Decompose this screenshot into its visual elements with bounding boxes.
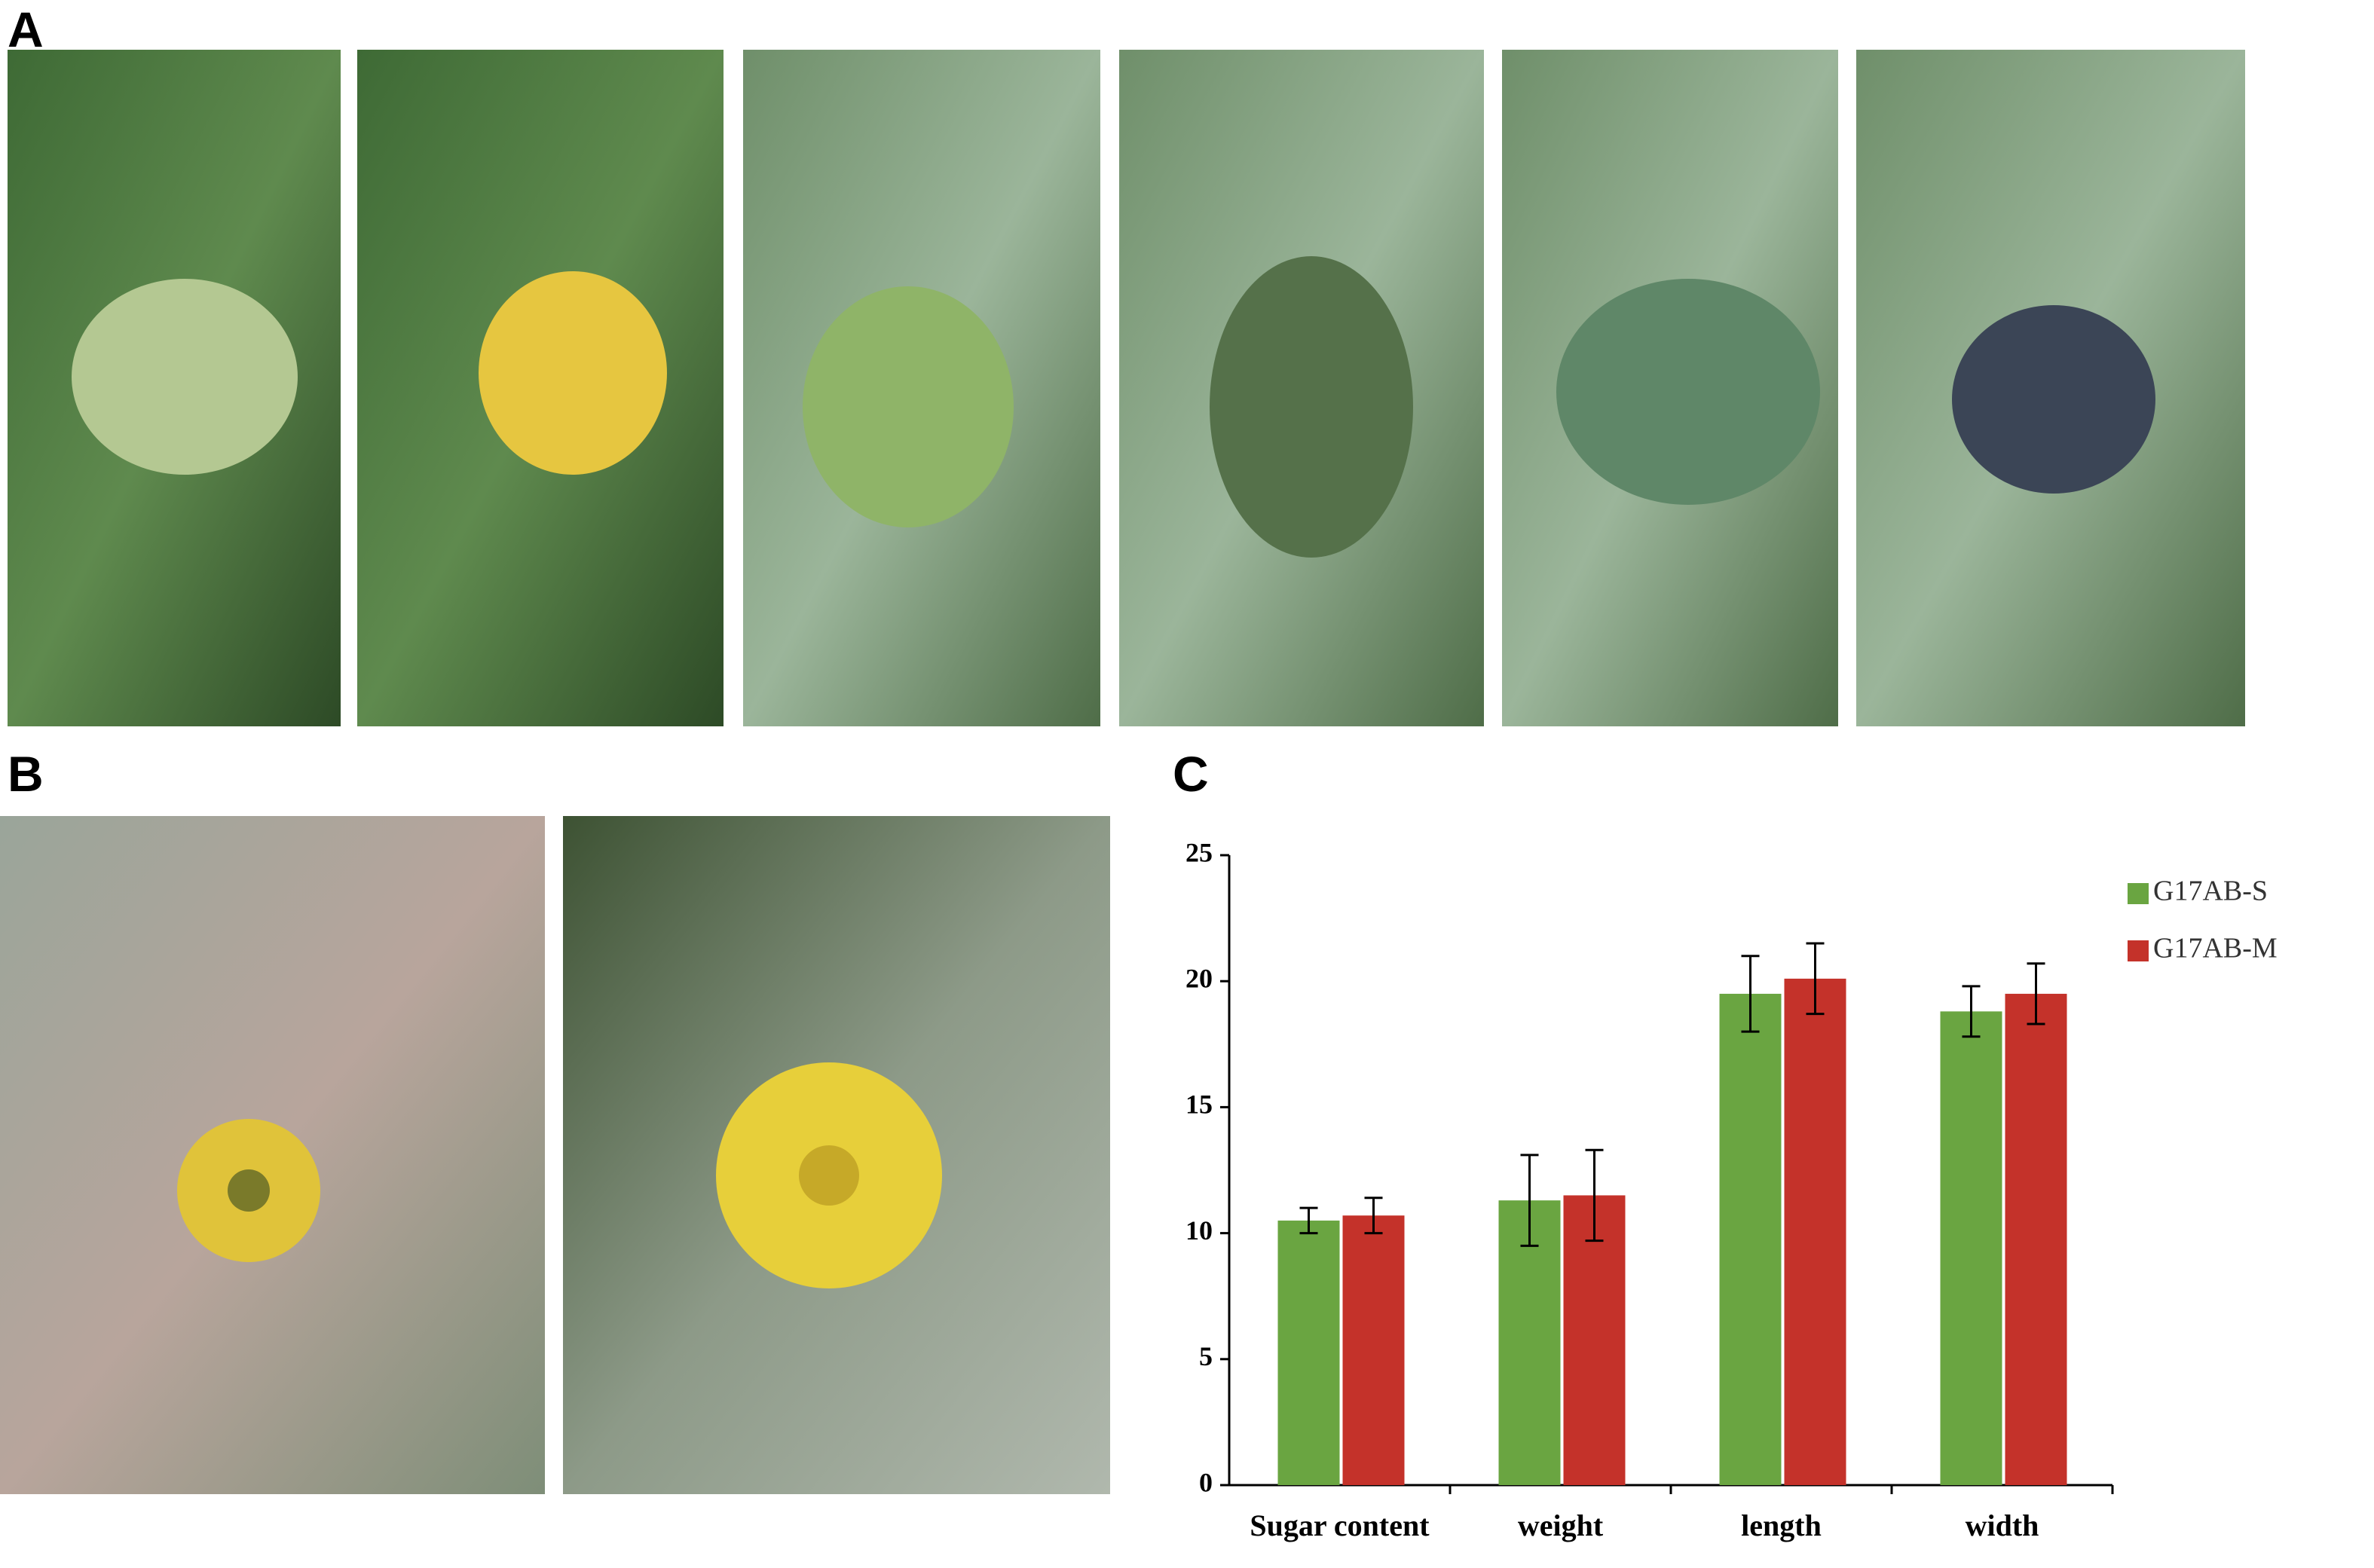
fruit [803, 286, 1014, 527]
bar-chart: 0 5 10 15 20 25 Sugar content weight length width… [1185, 837, 2278, 1542]
bar [1498, 1200, 1561, 1485]
fruit [1952, 305, 2155, 494]
y-tick-label: 20 [1185, 963, 1213, 993]
fruit [1556, 279, 1820, 505]
bar [2005, 993, 2067, 1485]
bar [1719, 993, 1782, 1485]
error-bar [1520, 1154, 1539, 1247]
x-tick-label: width [1966, 1508, 2039, 1542]
photo-row-a [8, 50, 2245, 726]
legend-label: G17AB-M [2153, 933, 2278, 964]
y-tick-label: 25 [1185, 837, 1213, 867]
bar [1784, 978, 1846, 1485]
bar [1342, 1215, 1405, 1485]
error-bar [1962, 985, 1981, 1038]
panel-label: C [1173, 746, 1209, 802]
panel-label: A [8, 2, 44, 57]
flower-center [799, 1145, 859, 1206]
y-tick-label: 15 [1185, 1090, 1213, 1120]
x-tick-label: length [1741, 1508, 1822, 1542]
bar [1563, 1195, 1626, 1485]
error-bar [1741, 955, 1760, 1033]
error-bar [1806, 942, 1825, 1016]
legend-swatch [2128, 883, 2149, 904]
y-tick-label: 0 [1199, 1467, 1213, 1497]
y-tick-label: 5 [1199, 1341, 1213, 1371]
error-bar [1364, 1197, 1383, 1235]
error-bar [2027, 962, 2045, 1025]
panel-label: B [8, 746, 44, 802]
legend-label: G17AB-S [2153, 876, 2268, 907]
fruit [479, 271, 667, 475]
x-tick-label: Sugar content [1250, 1508, 1430, 1542]
bar [1940, 1011, 2002, 1485]
fruit [72, 279, 298, 475]
x-tick-label: weight [1518, 1508, 1604, 1542]
legend-swatch [2128, 940, 2149, 961]
y-tick-label: 10 [1185, 1215, 1213, 1246]
flower-center [228, 1169, 270, 1212]
error-bar [1585, 1148, 1604, 1242]
fruit [1210, 256, 1413, 558]
error-bar [1299, 1206, 1318, 1235]
bar [1277, 1220, 1340, 1485]
photo-row-b [0, 816, 1110, 1494]
